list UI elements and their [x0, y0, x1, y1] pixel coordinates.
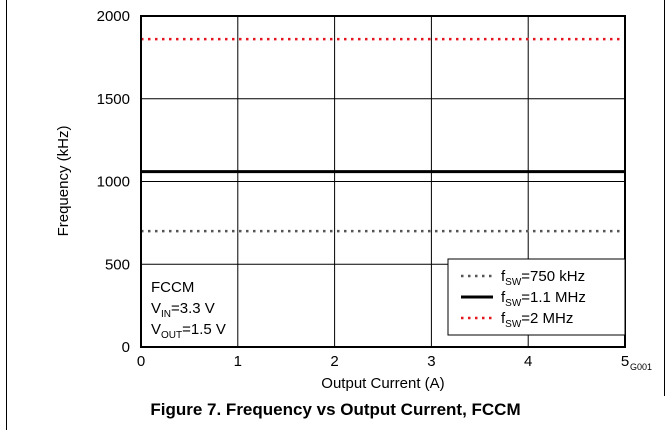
y-tick-label: 2000 — [97, 8, 130, 25]
x-tick-label: 5 — [621, 353, 629, 370]
x-axis-label: Output Current (A) — [321, 375, 444, 392]
y-tick-label: 500 — [105, 256, 130, 273]
annotation-vout: VOUT=1.5 V — [151, 321, 226, 341]
legend-label: fSW=2 MHz — [501, 310, 573, 330]
figure-id: G001 — [630, 362, 652, 372]
frequency-chart: 0 1 2 3 4 5 0 500 1000 1500 2000 Output Current (… — [55, 8, 652, 392]
x-tick-label: 2 — [330, 353, 338, 370]
x-tick-labels: 0 1 2 3 4 5 — [137, 353, 629, 370]
legend-label: fSW=750 kHz — [501, 268, 585, 288]
y-tick-labels: 0 500 1000 1500 2000 — [97, 8, 130, 356]
y-tick-label: 1000 — [97, 174, 130, 191]
x-tick-label: 4 — [524, 353, 532, 370]
x-tick-label: 1 — [234, 353, 242, 370]
annotation-vin: VIN=3.3 V — [151, 300, 215, 320]
y-tick-label: 0 — [122, 339, 130, 356]
y-axis-label: Frequency (kHz) — [55, 126, 72, 237]
x-tick-label: 3 — [427, 353, 435, 370]
series-lines — [141, 37, 625, 233]
y-tick-label: 1500 — [97, 91, 130, 108]
legend-box — [447, 258, 626, 336]
annotation-mode: FCCM — [151, 279, 194, 296]
plot-border — [140, 15, 626, 348]
legend-label: fSW=1.1 MHz — [501, 289, 586, 309]
page-edge-left — [6, 0, 7, 430]
figure-caption: Figure 7. Frequency vs Output Current, F… — [150, 400, 521, 419]
conditions-annotation: FCCM VIN=3.3 V VOUT=1.5 V — [151, 279, 226, 341]
x-tick-label: 0 — [137, 353, 145, 370]
page-edge-right — [664, 0, 665, 396]
